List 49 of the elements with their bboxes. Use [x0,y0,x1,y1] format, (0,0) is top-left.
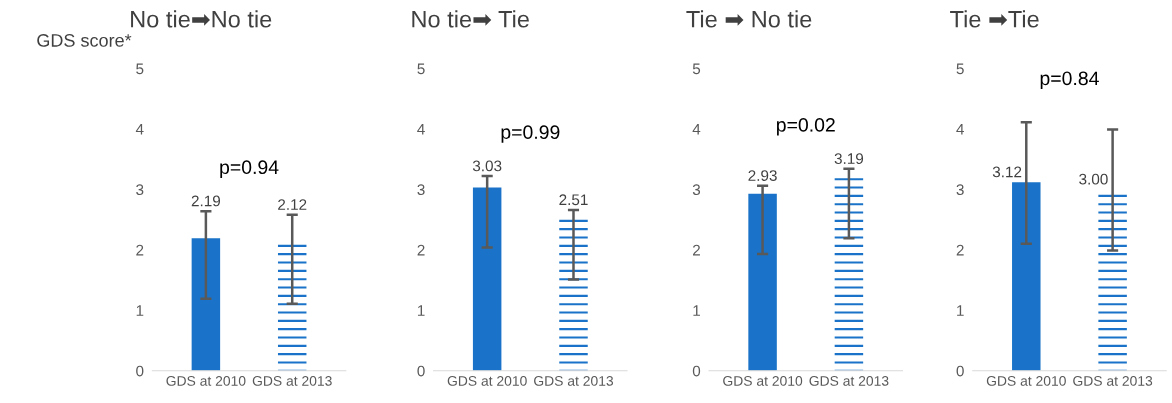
y-tick-label: 3 [956,184,964,196]
data-label: 2.19 [191,195,221,207]
data-label: 2.93 [748,170,777,181]
y-tick-label: 2 [693,244,700,256]
annotation: p=0.02 [777,118,835,136]
data-label: 3.00 [1079,173,1108,185]
data-label: 2.12 [278,199,307,210]
y-tick-label: 1 [136,305,144,316]
y-tick-label: 4 [135,123,144,135]
y-tick-label: 5 [692,63,701,75]
data-label: 2.51 [559,194,588,206]
y-tick-label: 4 [692,123,701,135]
x-tick-label: GDS at 2013 [534,375,614,386]
chart-title: Tie ➡ No tie [686,10,812,28]
chart-title: No tie➡No tie [131,10,272,28]
y-tick-label: 4 [956,123,964,135]
x-tick-label: GDS at 2010 [986,375,1066,386]
y-tick-label: 3 [692,184,701,196]
y-tick-label: 2 [136,244,144,256]
y-tick-label: 5 [417,63,425,75]
data-label: 3.19 [834,153,864,165]
y-tick-label: 4 [417,123,425,135]
x-tick-label: GDS at 2013 [809,375,889,386]
x-tick-label: GDS at 2010 [447,375,527,386]
data-label: 3.12 [992,166,1022,178]
y-tick-label: 1 [693,305,700,316]
annotation: p=0.94 [220,160,279,178]
y-tick-label: 2 [417,244,425,256]
y-tick-label: 5 [136,63,144,75]
chart-title: No tie➡ Tie [412,10,529,28]
y-tick-label: 1 [957,305,964,316]
y-tick-label: 5 [956,63,964,75]
y-tick-label: 3 [417,184,425,196]
chart-title: Tie ➡Tie [950,10,1039,28]
y-tick-label: 3 [136,184,144,196]
y-tick-label: 2 [956,244,964,256]
x-tick-label: GDS at 2010 [166,375,246,386]
annotation: p=0.84 [1040,71,1099,90]
y-tick-label: 1 [417,305,425,316]
y-tick-label: 0 [956,365,964,377]
data-label: 3.03 [472,160,502,172]
y-tick-label: 0 [136,365,144,377]
x-tick-label: GDS at 2010 [723,375,803,386]
y-tick-label: 0 [692,365,701,377]
y-tick-label: 0 [417,365,425,377]
annotation: p=0.99 [501,125,560,143]
y-axis-title: GDS score* [37,34,132,47]
x-tick-label: GDS at 2013 [1073,375,1153,386]
x-tick-label: GDS at 2013 [252,375,332,386]
